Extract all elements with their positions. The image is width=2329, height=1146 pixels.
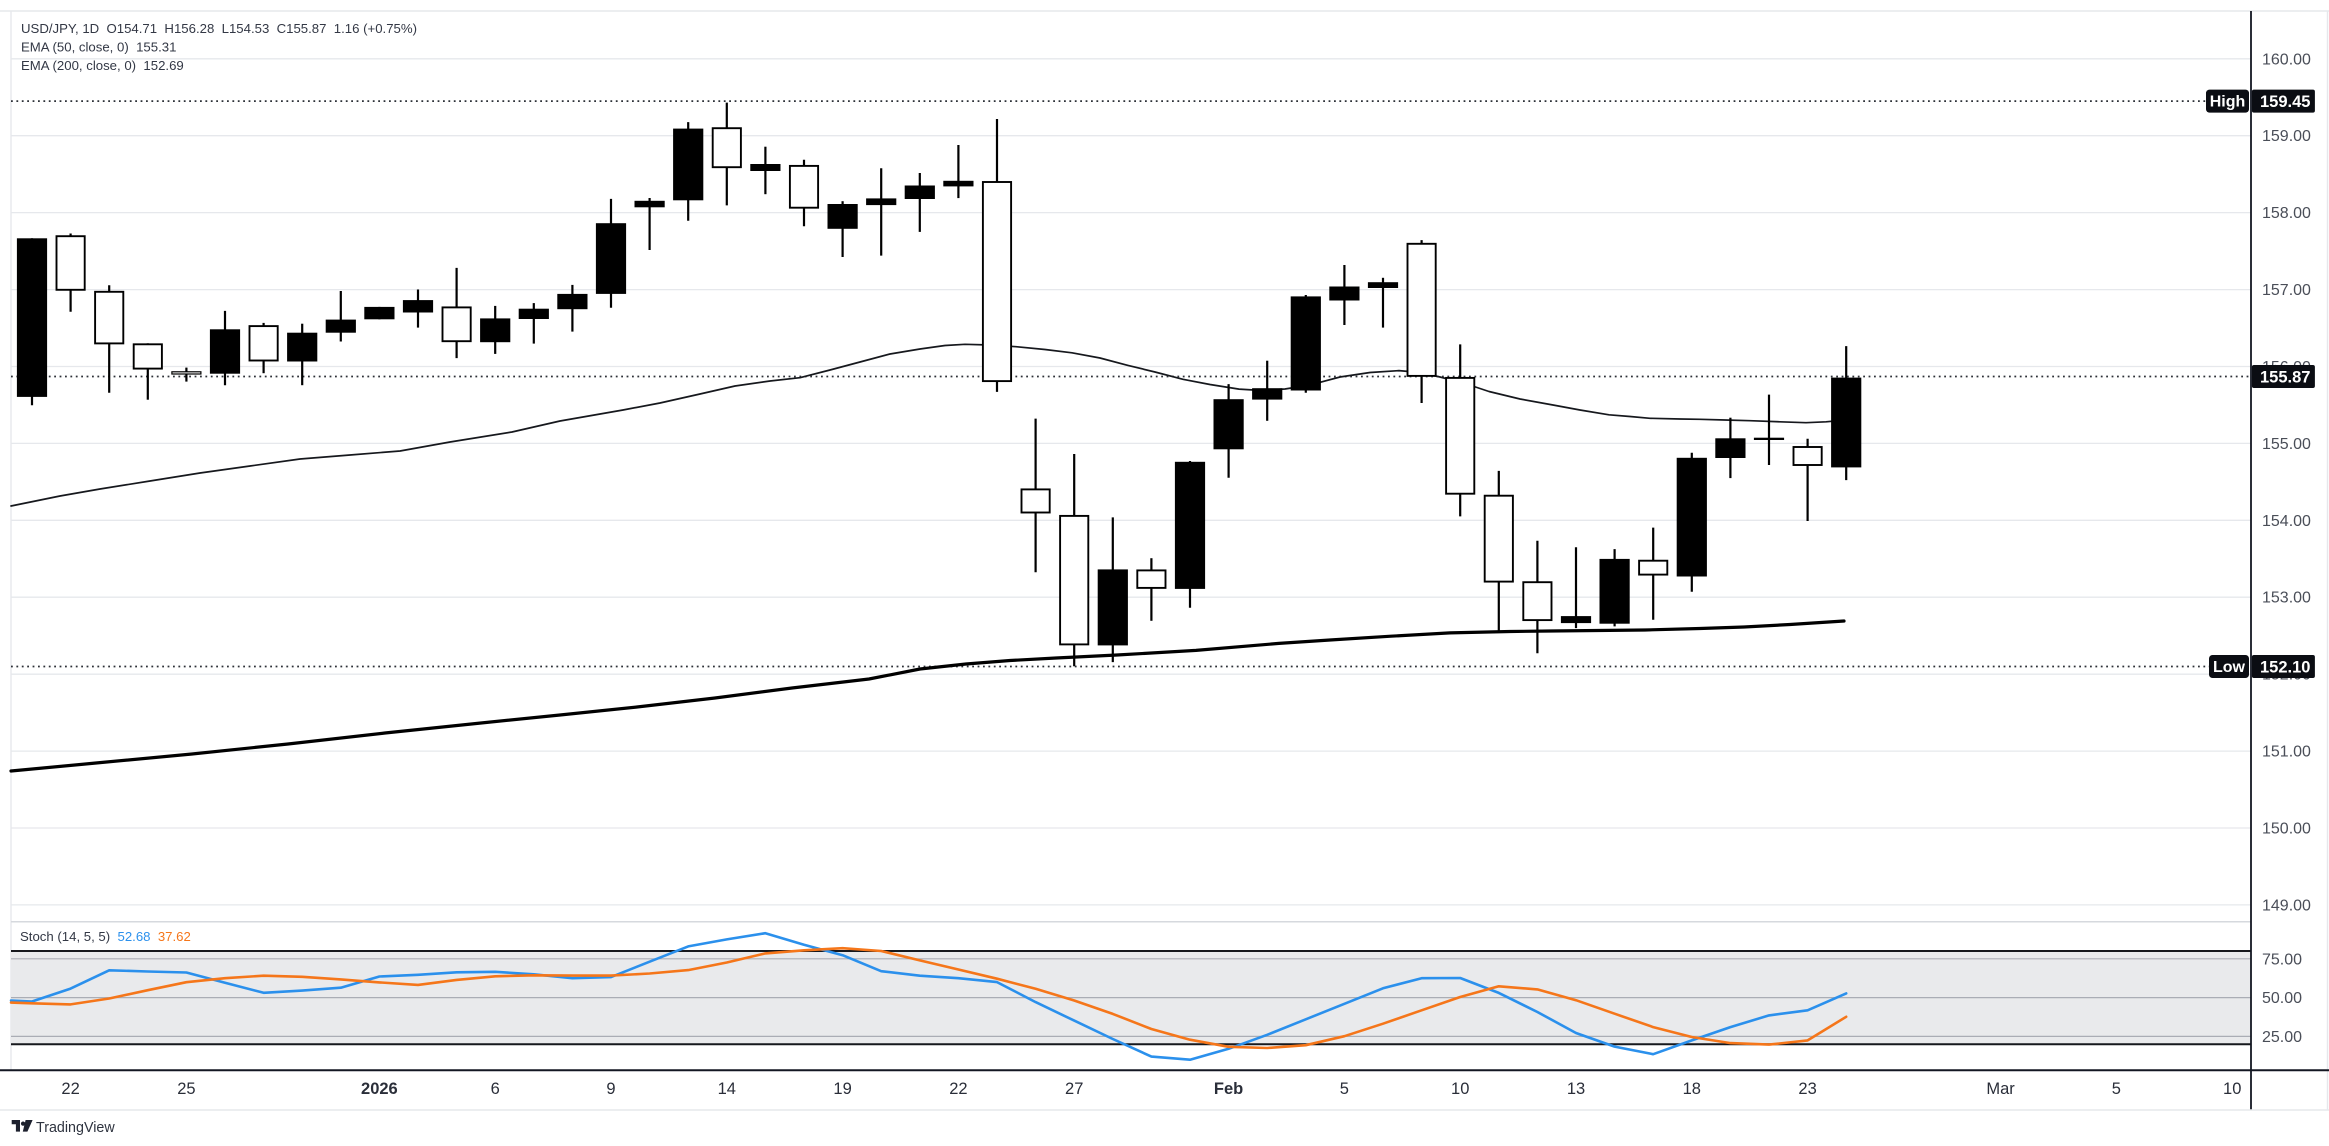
svg-text:159.00: 159.00 — [2262, 128, 2311, 145]
svg-text:150.00: 150.00 — [2262, 821, 2311, 838]
svg-text:High: High — [2210, 94, 2246, 111]
svg-text:6: 6 — [491, 1080, 500, 1098]
svg-text:50.00: 50.00 — [2262, 990, 2302, 1007]
svg-text:18: 18 — [1683, 1080, 1701, 1098]
svg-text:157.00: 157.00 — [2262, 282, 2311, 299]
svg-text:5: 5 — [2112, 1080, 2121, 1098]
svg-text:10: 10 — [2223, 1080, 2241, 1098]
svg-text:9: 9 — [606, 1080, 615, 1098]
svg-text:149.00: 149.00 — [2262, 897, 2311, 914]
svg-text:25.00: 25.00 — [2262, 1029, 2302, 1046]
svg-text:23: 23 — [1798, 1080, 1816, 1098]
svg-text:13: 13 — [1567, 1080, 1585, 1098]
svg-text:5: 5 — [1340, 1080, 1349, 1098]
svg-text:USD/JPY, 1D O154.71 H156.28: USD/JPY, 1D O154.71 H156.28 L154.53 C155… — [21, 21, 417, 36]
svg-text:25: 25 — [177, 1080, 195, 1098]
svg-text:14: 14 — [718, 1080, 736, 1098]
svg-text:153.00: 153.00 — [2262, 590, 2311, 607]
svg-text:154.00: 154.00 — [2262, 513, 2311, 530]
svg-text:27: 27 — [1065, 1080, 1083, 1098]
svg-text:158.00: 158.00 — [2262, 205, 2311, 222]
svg-text:75.00: 75.00 — [2262, 951, 2302, 968]
svg-text:Feb: Feb — [1214, 1080, 1243, 1098]
svg-text:155.87: 155.87 — [2260, 369, 2310, 387]
svg-text:EMA (200, close, 0) 152.69: EMA (200, close, 0) 152.69 — [21, 58, 184, 73]
svg-text:Mar: Mar — [1986, 1080, 2015, 1098]
svg-text:10: 10 — [1451, 1080, 1469, 1098]
svg-text:19: 19 — [833, 1080, 851, 1098]
svg-text:159.45: 159.45 — [2260, 93, 2310, 111]
svg-text:Stoch (14, 5, 5) 52.68 37.62: Stoch (14, 5, 5) 52.68 37.62 — [20, 929, 191, 944]
svg-text:EMA (50, close, 0) 155.31: EMA (50, close, 0) 155.31 — [21, 39, 176, 54]
svg-text:151.00: 151.00 — [2262, 744, 2311, 761]
svg-text:2026: 2026 — [361, 1080, 398, 1098]
svg-text:TradingView: TradingView — [36, 1120, 115, 1136]
svg-text:152.10: 152.10 — [2260, 659, 2310, 677]
svg-text:22: 22 — [61, 1080, 79, 1098]
svg-text:155.00: 155.00 — [2262, 436, 2311, 453]
svg-text:22: 22 — [949, 1080, 967, 1098]
svg-text:160.00: 160.00 — [2262, 51, 2311, 68]
svg-text:Low: Low — [2213, 659, 2246, 676]
